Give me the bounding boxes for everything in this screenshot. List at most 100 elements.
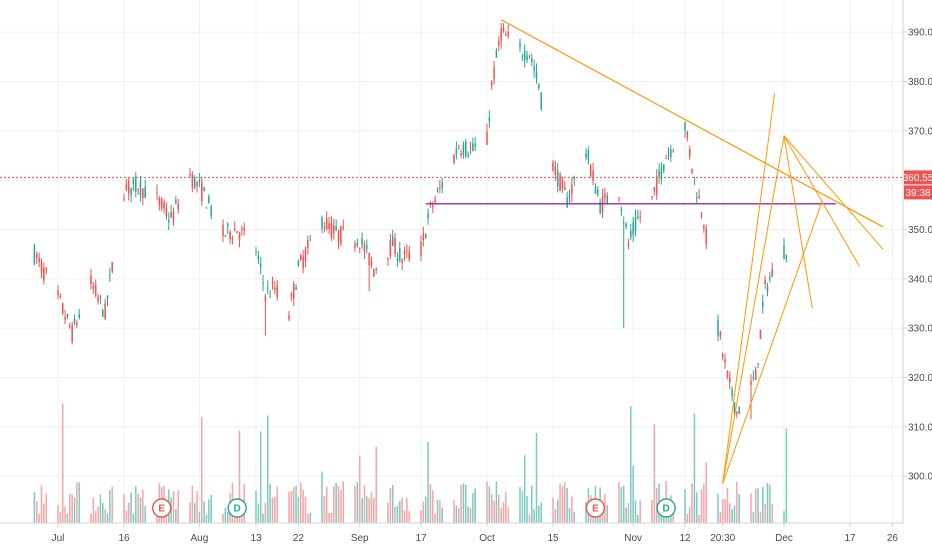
candle-body	[566, 197, 568, 208]
candle-body	[262, 282, 264, 284]
trendline[interactable]	[500, 19, 884, 228]
candle-body	[554, 165, 557, 175]
volume-bar	[387, 502, 389, 523]
candle-body	[703, 225, 705, 229]
event-marker-d[interactable]: D	[227, 498, 247, 518]
volume-bar	[759, 511, 762, 523]
candle-body	[363, 245, 366, 252]
candle-body	[521, 56, 524, 58]
volume-bar	[696, 492, 698, 523]
candle-body	[191, 173, 194, 188]
candle-body	[585, 153, 587, 158]
volume-bar	[630, 406, 632, 523]
volume-bar	[172, 491, 175, 523]
current-price-label: 360.55	[903, 173, 932, 184]
volume-bar	[561, 486, 564, 523]
candle-body	[106, 296, 109, 299]
fan-line[interactable]	[783, 135, 813, 309]
volume-bar	[724, 498, 726, 523]
volume-bar	[189, 502, 191, 523]
volume-bar	[156, 511, 158, 523]
volume-bar	[538, 505, 540, 523]
volume-bar	[474, 488, 476, 523]
fan-line[interactable]	[722, 135, 785, 484]
fan-line[interactable]	[722, 93, 776, 484]
candle-body	[460, 153, 462, 156]
candle-body	[653, 187, 656, 192]
fan-line[interactable]	[783, 135, 884, 250]
current-price-tag	[904, 170, 932, 185]
candle-body	[238, 233, 241, 240]
volume-bar	[653, 424, 656, 523]
volume-bar	[700, 489, 703, 523]
volume-bar	[356, 481, 359, 523]
candle-body	[304, 249, 307, 262]
volume-bar	[766, 482, 769, 523]
candle-body	[604, 193, 606, 198]
candle-body	[165, 208, 168, 217]
candle-body	[538, 83, 540, 89]
volume-bar	[406, 498, 408, 523]
candle-body	[142, 188, 144, 198]
event-marker-d[interactable]: D	[656, 498, 676, 518]
volume-bar	[495, 481, 498, 523]
volume-bar	[500, 508, 502, 523]
candle-body	[267, 287, 269, 289]
candle-body	[61, 303, 64, 314]
candle-body	[73, 318, 76, 324]
candle-body	[170, 212, 172, 217]
drawings[interactable]	[0, 19, 903, 484]
volume-bar	[721, 499, 724, 523]
time-tick-label: 17	[844, 533, 856, 544]
candle-body	[632, 222, 634, 235]
candle-body	[137, 189, 139, 191]
event-marker-e[interactable]: E	[585, 498, 606, 518]
price-axis[interactable]: 390.00380.00370.00360.00350.00340.00330.…	[902, 0, 932, 523]
candle-body	[490, 81, 493, 86]
volume-bar	[455, 505, 458, 523]
volume-bar	[731, 509, 733, 523]
candle-body	[561, 178, 564, 189]
candle-body	[201, 182, 203, 201]
volume-bar	[585, 501, 587, 523]
candle-body	[634, 216, 637, 231]
volume-bar	[453, 500, 455, 523]
fan-line[interactable]	[783, 135, 860, 267]
candle-body	[370, 261, 373, 266]
volume-bar	[373, 498, 375, 523]
candle-body	[45, 267, 47, 271]
volume-bar	[493, 500, 495, 523]
candle-body	[592, 170, 594, 181]
volume-bar	[259, 431, 262, 523]
volume-bar	[210, 494, 212, 523]
volume-bar	[396, 505, 399, 523]
volume-bar	[358, 455, 361, 523]
candle-body	[373, 269, 375, 277]
candle-body	[766, 286, 769, 293]
candle-body	[259, 263, 262, 267]
volume-bar	[43, 503, 45, 523]
volume-bar	[637, 514, 639, 523]
volume-bar	[726, 487, 729, 523]
volume-bar	[505, 491, 507, 523]
fan-line[interactable]	[722, 202, 823, 484]
volume-bar	[564, 482, 566, 523]
candle-body	[429, 202, 432, 204]
candle-body	[493, 67, 495, 79]
candle-body	[519, 43, 521, 47]
candle-body	[125, 184, 128, 190]
candle-body	[502, 27, 505, 31]
volume-bar	[556, 499, 559, 523]
candle-body	[597, 189, 599, 195]
event-marker-e[interactable]: E	[152, 498, 172, 518]
volume-bar	[269, 484, 271, 523]
time-axis[interactable]: Jul 16 Aug 13 22 Sep 17 Oct 15 Nov 12 20:30 Dec 17 26	[0, 522, 903, 544]
volume-bar	[370, 492, 373, 523]
volume-bar	[130, 492, 132, 523]
volume-bar	[304, 497, 307, 523]
candle-body	[295, 287, 297, 290]
volume-bar	[123, 494, 125, 523]
